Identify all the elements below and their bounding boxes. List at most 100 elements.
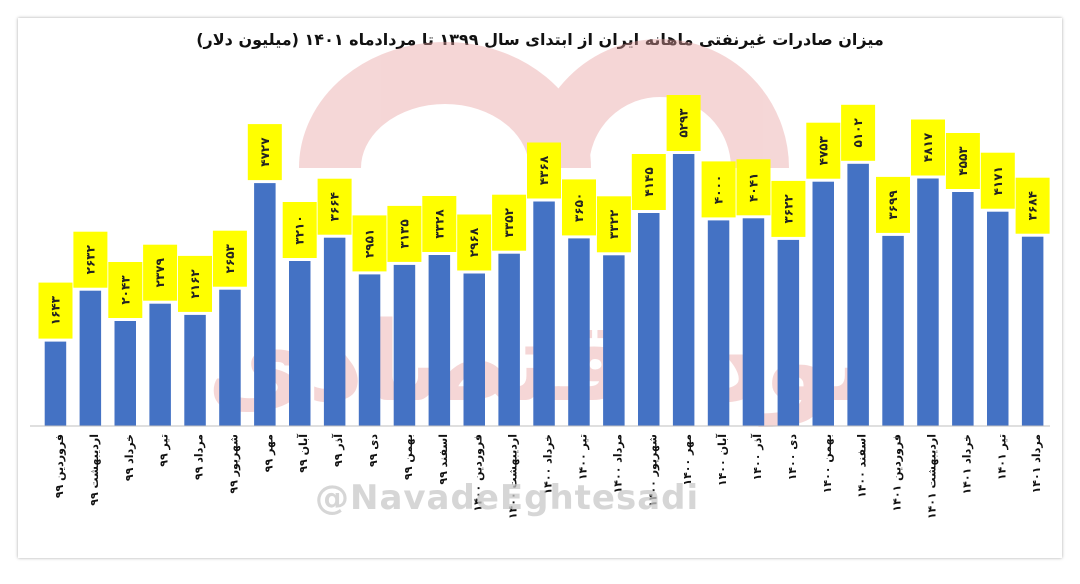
x-tick-label: آبان ۹۹ [296,434,310,473]
data-label-bg [806,122,841,179]
bar [638,213,660,426]
x-tick-label: مهر ۹۹ [262,434,275,472]
x-tick-label: مرداد ۱۴۰۱ [1030,434,1043,493]
x-tick-label: اردیبهشت ۱۴۰۰ [507,434,520,519]
data-label-bg [562,179,596,236]
x-tick-label: آذر ۱۴۰۰ [750,434,764,481]
bar [149,303,171,426]
bar [812,181,834,426]
data-label-bg [1015,177,1050,234]
x-tick-label: بهمن ۱۴۰۰ [821,434,834,493]
data-label: ۴۳۶۸ [537,155,551,185]
bar [952,192,974,426]
x-tick-labels-group: فروردین ۹۹ اردیبهشت ۹۹ خرداد ۹۹ تیر ۹۹ مرداد… [53,434,1043,520]
bar [393,264,416,426]
data-label-bg [178,255,212,312]
bar [358,274,381,426]
data-label: ۳۱۳۵ [397,219,411,248]
data-label: ۱۶۴۳ [49,295,63,325]
bar [428,255,451,426]
x-tick-label: مرداد ۱۴۰۰ [611,434,624,493]
x-tick-label: دی ۹۹ [367,434,380,467]
data-label-bg [352,215,387,272]
x-tick-label: شهریور ۹۹ [227,434,240,494]
data-label: ۳۳۵۲ [502,207,516,237]
bar [672,154,695,426]
data-label: ۳۶۵۰ [572,193,586,222]
bar [882,235,904,426]
data-label-bg [73,231,108,288]
x-tick-label: اسفند ۹۹ [437,434,450,485]
data-label-bg [631,154,666,210]
data-label-bg [38,282,73,339]
watermark-handle: @NavadeEghtesadi [315,478,700,518]
data-label: ۳۶۲۲ [781,194,795,224]
x-tick-label: شهریور ۱۴۰۰ [646,434,659,507]
x-tick-label: دی ۱۴۰۰ [786,434,799,481]
data-label-bg [980,152,1015,209]
bar [777,239,800,426]
data-label-bg [317,178,352,235]
data-label-bg [247,124,282,181]
data-label: ۲۶۳۲ [83,244,97,274]
x-tick-label: مهر ۱۴۰۰ [681,434,694,486]
logo-arc-right [531,39,789,169]
bar [533,201,555,426]
data-label: ۴۰۰۰ [712,175,726,204]
data-label-bg [666,95,701,151]
x-tick-label: آذر ۹۹ [331,434,345,467]
data-label: ۳۶۹۹ [886,190,900,220]
logo-arc-left [299,42,591,170]
bar [1021,236,1044,426]
data-label: ۲۱۶۲ [188,269,202,299]
data-label: ۴۷۵۳ [816,135,830,165]
data-label: ۳۳۲۸ [432,209,446,239]
data-label-bg [108,262,143,318]
x-tick-label: اردیبهشت ۹۹ [88,434,101,506]
x-tick-label: اسفند ۱۴۰۰ [856,434,869,498]
data-label: ۳۳۲۲ [607,209,621,239]
data-label-bg [701,161,736,218]
data-label-bg [212,230,247,287]
x-tick-label: فروردین ۹۹ [53,434,66,498]
x-tick-label: بهمن ۹۹ [402,434,415,480]
data-label: ۲۳۷۹ [153,257,167,287]
bar [184,314,206,426]
x-tick-label: آبان ۱۴۰۰ [715,434,729,486]
data-labels-group: ۱۶۴۳ ۲۶۳۲ ۲۰۴۳ ۲۳۷۹ ۲۱۶۲ ۲۶۵۳ ۴۷۲۷ ۳۲۱۰ ۳۶۶۴ ۲۹۵۱… [38,95,1050,339]
data-label-bg [282,202,317,258]
bar [742,218,765,426]
bar [917,178,939,426]
bar [254,183,276,426]
data-label: ۲۹۵۱ [363,229,377,258]
x-tick-label: فروردین ۱۴۰۰ [472,434,485,512]
data-label: ۴۷۲۷ [258,137,272,167]
x-tick-label: مرداد ۹۹ [193,434,206,480]
data-label-bg [771,180,806,237]
data-label: ۲۰۴۳ [118,275,132,305]
bar [568,238,590,426]
chart-title: میزان صادرات غیرنفتی ماهانه ایران از ابت… [196,30,884,49]
bar [987,211,1009,426]
bar [847,163,869,427]
data-label-bg [876,176,910,233]
data-label: ۴۱۴۵ [642,167,656,196]
data-label: ۵۱۰۲ [851,117,865,147]
x-tick-label: تیر ۱۴۰۱ [995,434,1008,480]
data-label: ۵۲۹۳ [677,108,691,138]
bars-group [44,154,1044,427]
data-label: ۳۶۸۴ [1026,191,1040,220]
bar [79,290,102,426]
x-tick-label: خرداد ۱۴۰۰ [542,434,555,495]
data-label: ۳۶۶۴ [328,192,342,221]
data-label-bg [422,196,457,252]
bar [463,273,485,426]
bar [707,220,730,426]
data-label-bg [945,133,980,189]
x-tick-label: فروردین ۱۴۰۱ [891,434,904,512]
data-label-bg [143,244,178,301]
data-label: ۲۶۵۳ [223,243,237,273]
bar [289,261,311,426]
x-tick-label: تیر ۱۴۰۰ [577,434,590,480]
